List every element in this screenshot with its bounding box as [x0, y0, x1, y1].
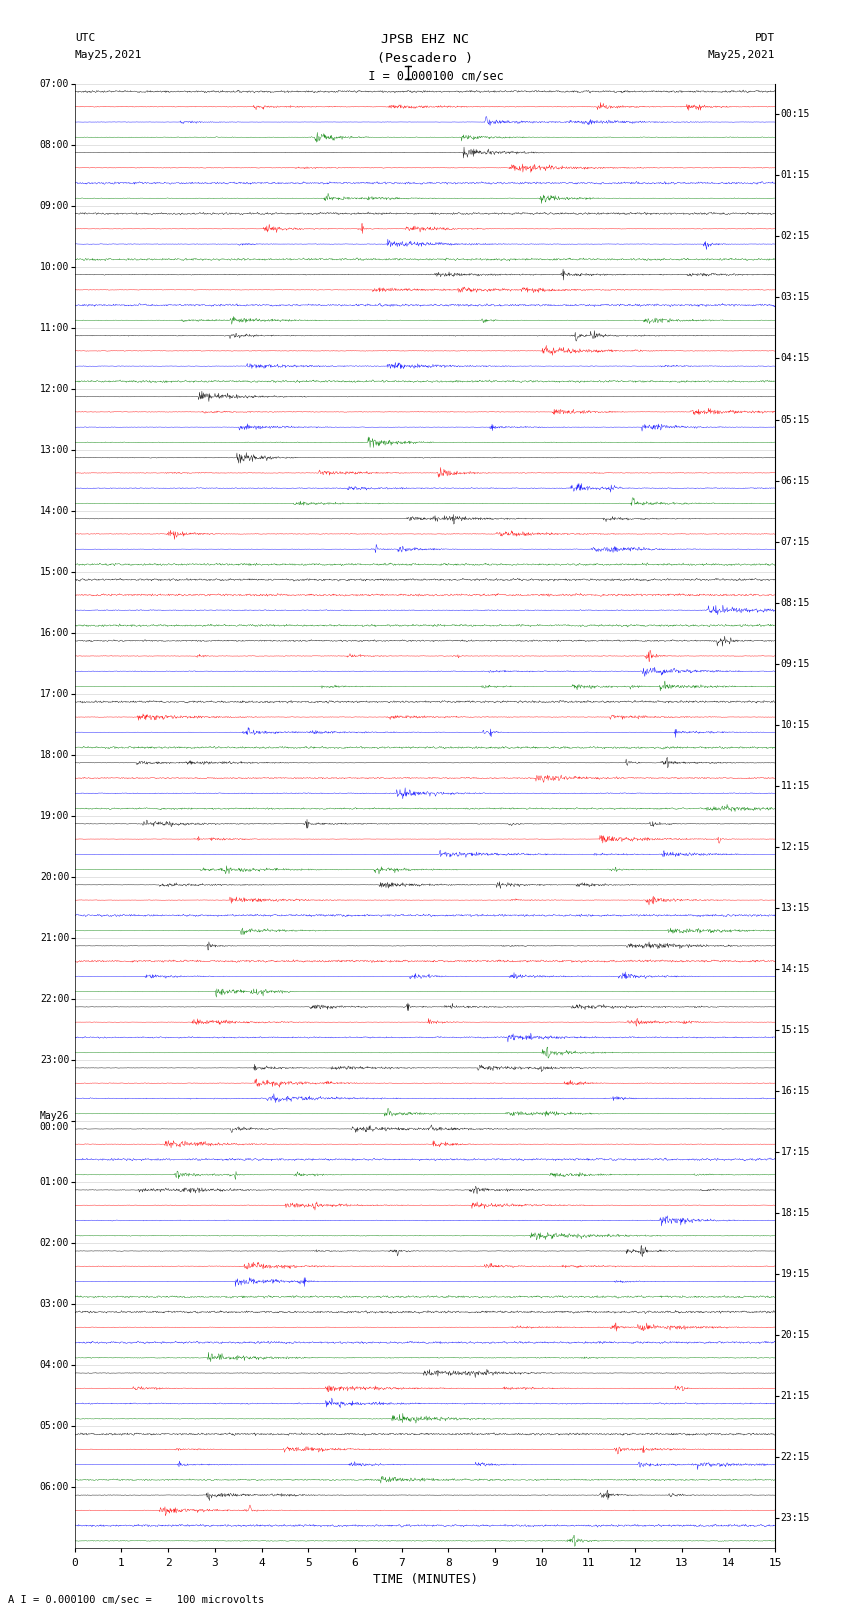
X-axis label: TIME (MINUTES): TIME (MINUTES)	[372, 1573, 478, 1586]
Text: JPSB EHZ NC: JPSB EHZ NC	[381, 32, 469, 47]
Text: A I = 0.000100 cm/sec =    100 microvolts: A I = 0.000100 cm/sec = 100 microvolts	[8, 1595, 264, 1605]
Text: (Pescadero ): (Pescadero )	[377, 52, 473, 65]
Text: May25,2021: May25,2021	[708, 50, 775, 60]
Text: UTC: UTC	[75, 32, 95, 44]
Text: May25,2021: May25,2021	[75, 50, 142, 60]
Text: PDT: PDT	[755, 32, 775, 44]
Text: I = 0.000100 cm/sec: I = 0.000100 cm/sec	[347, 69, 503, 82]
